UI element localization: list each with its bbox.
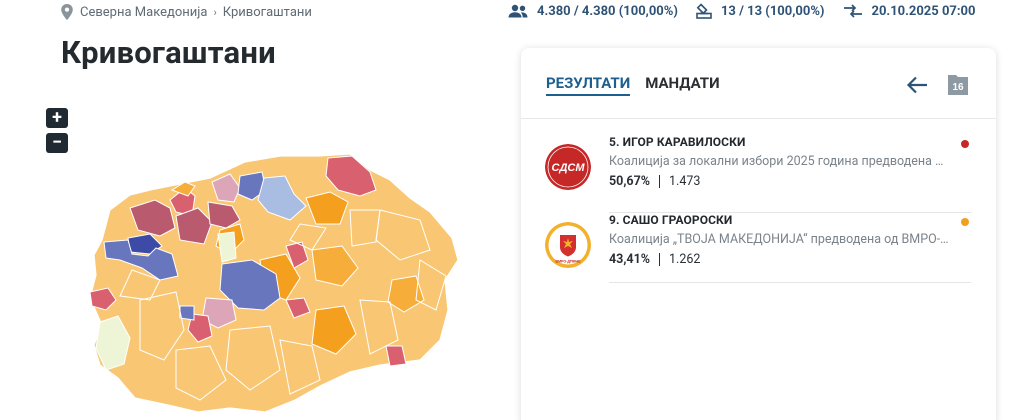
row-divider [609,212,971,213]
candidate-info: 5. ИГОР КАРАВИЛОСКИ Коалиција за локални… [609,135,971,189]
svg-text:ВМРО-ДПМНЕ: ВМРО-ДПМНЕ [555,260,581,264]
region-rose-nw1 [129,199,176,237]
vote-count: 1.262 [669,252,701,267]
vote-percent: 50,67% [609,174,651,189]
candidate-info: 9. САШО ГРАОРОСКИ Коалиција „ТВОЈА МАКЕД… [609,213,971,267]
people-icon [508,4,528,18]
region-cream-1 [217,231,237,263]
vmro-dpmne-logo: ВМРО-ДПМНЕ [545,222,591,268]
ballot-box-icon [696,3,712,19]
region-rose-center [207,201,241,229]
region-rose-krivogashtani [187,313,213,343]
sdsm-logo: СДСМ [545,144,591,190]
polling-stations-stat: 13 / 13 (100,00%) [696,3,825,19]
row-divider [609,282,971,283]
region-pink-skopje-n [211,173,241,203]
region-orange-n1 [170,181,196,197]
region-blue-small [179,305,195,321]
voters-stat: 4.380 / 4.380 (100,00%) [508,4,678,19]
zoom-in-button[interactable]: + [46,108,68,128]
results-panel: РЕЗУЛТАТИ МАНДАТИ 16 СДСМ 5. ИГОР КАРАВИ… [521,48,996,420]
last-update-time: 20.10.2025 07:00 [871,3,976,19]
candidate-name: 5. ИГОР КАРАВИЛОСКИ [609,135,746,149]
arrow-left-icon[interactable] [906,75,928,95]
last-update-stat: 20.10.2025 07:00 [843,3,976,19]
region-deep-orange-3 [311,245,359,287]
breadcrumb-municipality: Кривогаштани [222,4,312,20]
vote-count: 1.473 [669,174,701,189]
candidate-result: 50,67% 1.473 [609,174,971,189]
coalition-name: Коалиција „ТВОЈА МАКЕДОНИЈА“ предводена … [609,232,949,247]
tab-results[interactable]: РЕЗУЛТАТИ [546,74,631,96]
vote-percent: 43,41% [609,252,651,267]
region-red-southeast [385,345,407,367]
document-count-icon[interactable]: 16 [947,72,969,96]
candidate-result: 43,41% 1.262 [609,252,971,267]
municipality-borders [119,209,447,401]
region-red-south [285,297,311,319]
divider [659,253,661,266]
location-pin-icon [61,4,73,20]
coalition-name: Коалиција за локални избори 2025 година … [609,154,949,169]
party-color-dot [961,218,969,226]
candidate-row[interactable]: ВМРО-ДПМНЕ 9. САШО ГРАОРОСКИ Коалиција „… [545,213,971,291]
breadcrumb-country-link[interactable]: Северна Македонија [80,4,208,20]
divider [659,175,661,188]
page-title: Кривогаштани [61,34,276,71]
tab-mandates[interactable]: МАНДАТИ [645,74,720,92]
candidate-row[interactable]: СДСМ 5. ИГОР КАРАВИЛОСКИ Коалиција за ло… [545,135,971,213]
turnout-stats: 4.380 / 4.380 (100,00%) 13 / 13 (100,00%… [508,3,975,19]
region-blue-central [219,259,281,311]
results-tabs: РЕЗУЛТАТИ МАНДАТИ [546,74,720,96]
chevron-right-icon: › [213,5,217,19]
region-cream-ohrid [95,315,131,371]
svg-text:СДСМ: СДСМ [552,162,586,174]
sync-arrows-icon [843,4,862,18]
candidate-name: 9. САШО ГРАОРОСКИ [609,213,733,227]
region-rose-nw3 [175,207,213,245]
region-deep-orange-6 [387,275,425,313]
panel-divider [521,118,996,119]
party-color-dot [961,140,969,148]
document-count: 16 [952,82,964,93]
region-red-west [89,287,117,311]
region-deep-orange-2 [305,191,349,225]
region-lightblue-kumanovo [257,175,307,221]
breadcrumb: Северна Македонија › Кривогаштани [60,4,312,20]
region-red-kratovo [325,155,377,197]
region-blue-gostivar [103,239,179,281]
municipality-map[interactable] [80,150,470,420]
polling-stations-count: 13 / 13 (100,00%) [720,3,825,19]
zoom-out-button[interactable]: − [46,133,68,153]
voters-count: 4.380 / 4.380 (100,00%) [537,3,678,19]
region-deep-orange-5 [311,305,357,355]
